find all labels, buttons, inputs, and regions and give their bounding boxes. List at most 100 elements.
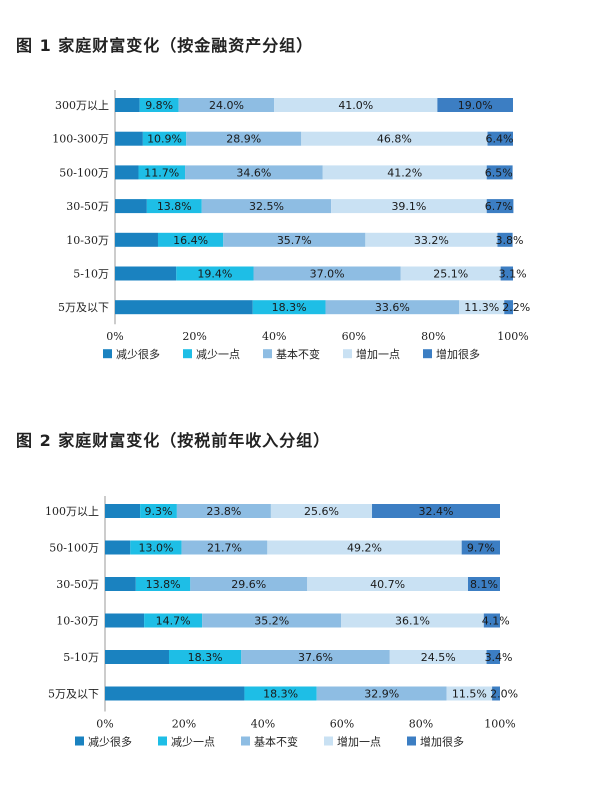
legend-label: 减少一点 [171,736,215,749]
legend-label: 基本不变 [276,347,320,361]
data-label: 34.6% [236,166,271,179]
bar-segment [307,577,469,591]
data-label: 32.5% [249,200,284,213]
data-label: 3.4% [485,651,513,664]
bar-segment [372,504,500,518]
chart2-title: 图 2 家庭财富变化（按税前年收入分组） [16,431,331,450]
bar-segment [144,613,203,628]
data-label: 13.8% [146,578,181,591]
bar-segment [492,686,500,701]
data-label: 6.5% [485,166,513,179]
data-label: 4.1% [482,615,510,628]
data-label: 9.7% [467,542,495,555]
category-label: 5万及以下 [58,301,109,314]
bar-segment [331,199,487,214]
data-label: 3.1% [499,268,527,281]
bar-segment [500,266,513,281]
x-tick-label: 100% [484,718,515,731]
bar-segment [446,686,493,701]
category-label: 30-50万 [56,578,99,591]
category-label: 30-50万 [66,200,109,213]
data-label: 2.2% [502,301,530,314]
data-label: 18.3% [188,651,223,664]
data-label: 10.9% [147,133,182,146]
bar-segment [115,199,147,214]
bar-segment [223,232,366,247]
bar-segment [486,165,513,180]
bar-segment [461,540,500,555]
bar-segment [301,131,488,146]
bar-segment [186,131,302,146]
data-label: 37.6% [298,651,333,664]
data-label: 14.7% [156,615,191,628]
data-label: 6.7% [485,200,513,213]
data-label: 32.9% [364,688,399,701]
legend-label: 增加一点 [356,347,400,361]
bar-segment [105,540,131,555]
data-label: 18.3% [272,301,307,314]
bar-segment [468,577,500,591]
data-label: 49.2% [347,542,382,555]
data-label: 9.3% [145,505,173,518]
bar-segment [487,131,513,146]
data-label: 24.5% [421,651,456,664]
bar-segment [105,650,169,664]
bar-segment [105,613,145,628]
data-label: 18.3% [263,688,298,701]
category-label: 50-100万 [59,166,109,179]
data-label: 33.2% [414,234,449,247]
bar-segment [115,266,177,281]
legend-label: 减少很多 [88,735,132,749]
chart2: 100万以上 9.3% 23.8% 25.6% 32.4% 50-100万 13.0% 21.… [45,496,518,749]
x-tick-label: 60% [342,330,366,343]
bar-segment [181,540,268,555]
bar-segment [241,650,390,664]
chart1: 300万以上 9.8% 24.0% 41.0% 19.0% 100-300万 10.9% 28… [52,90,530,361]
category-label: 10-30万 [56,615,99,628]
legend-label: 增加很多 [436,347,480,361]
legend-swatch [241,736,250,746]
legend-swatch [407,736,416,746]
data-label: 24.0% [209,99,244,112]
bar-segment [176,266,254,281]
x-tick-label: 60% [330,718,354,731]
data-label: 19.0% [458,99,493,112]
legend-swatch [324,736,333,746]
chart1-title: 图 1 家庭财富变化（按金融资产分组） [16,36,314,55]
data-label: 23.8% [206,505,241,518]
data-label: 35.7% [277,234,312,247]
x-tick-label: 40% [262,330,286,343]
bar-segment [142,131,187,146]
category-label: 300万以上 [55,99,109,112]
category-label: 5万及以下 [48,688,99,701]
data-label: 11.5% [452,688,487,701]
bar-segment [115,165,139,180]
data-label: 33.6% [375,301,410,314]
data-label: 19.4% [197,268,232,281]
x-tick-label: 40% [251,718,275,731]
data-label: 29.6% [231,578,266,591]
bar-segment [267,540,462,555]
x-tick-label: 0% [106,330,123,343]
category-label: 100-300万 [52,133,109,146]
bar-segment [400,266,501,281]
data-label: 11.3% [464,301,499,314]
bar-segment [252,300,326,315]
data-label: 6.4% [486,133,514,146]
legend-label: 减少很多 [116,347,160,361]
data-label: 41.0% [338,99,373,112]
data-label: 28.9% [226,133,261,146]
x-tick-label: 80% [421,330,445,343]
bar-segment [115,131,143,146]
category-label: 5-10万 [73,268,109,281]
bar-segment [325,300,460,315]
data-label: 32.4% [419,505,454,518]
bar-segment [389,650,487,664]
data-label: 9.8% [145,99,173,112]
legend-swatch [343,349,352,359]
data-label: 21.7% [207,542,242,555]
category-label: 100万以上 [45,505,99,518]
category-label: 10-30万 [66,234,109,247]
legend-label: 增加很多 [420,735,464,749]
x-tick-label: 0% [96,718,113,731]
